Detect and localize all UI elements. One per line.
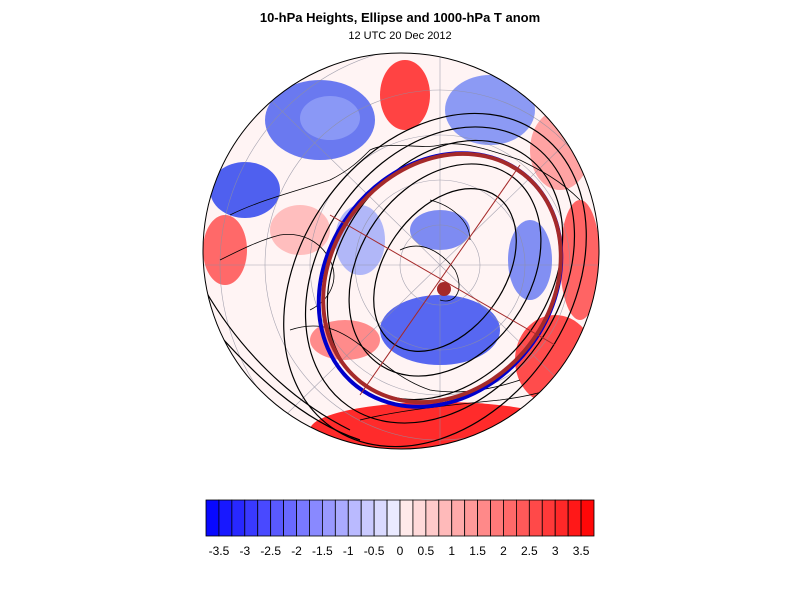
colorbar-box bbox=[205, 499, 220, 537]
colorbar-box bbox=[321, 499, 336, 537]
colorbar-box bbox=[438, 499, 453, 537]
colorbar-tick-label: -3 bbox=[239, 544, 250, 558]
colorbar-box bbox=[554, 499, 569, 537]
map-subtitle: 12 UTC 20 Dec 2012 bbox=[348, 30, 452, 42]
colorbar-box bbox=[567, 499, 582, 537]
colorbar-box bbox=[464, 499, 478, 537]
colorbar-tick-label: -2 bbox=[291, 544, 302, 558]
colorbar-box bbox=[451, 499, 466, 537]
warm-anomaly-west bbox=[203, 215, 247, 285]
colorbar-box bbox=[257, 499, 272, 537]
colorbar-tick-label: 2.5 bbox=[521, 544, 538, 558]
map-title: 10-hPa Heights, Ellipse and 1000-hPa T a… bbox=[259, 10, 541, 25]
colorbar-box bbox=[218, 499, 233, 537]
ellipse-center bbox=[437, 282, 451, 296]
colorbar-box bbox=[270, 499, 284, 537]
colorbar-box bbox=[334, 499, 349, 537]
colorbar-tick-label: 1.5 bbox=[469, 544, 486, 558]
colorbar-box bbox=[425, 499, 440, 537]
colorbar-tick-label: -1.5 bbox=[312, 544, 333, 558]
colorbar-box bbox=[347, 499, 362, 537]
colorbar-box bbox=[516, 499, 530, 537]
colorbar-box bbox=[244, 499, 259, 537]
ellipse-major-axis bbox=[359, 164, 521, 396]
ellipse-minor-axis bbox=[329, 214, 556, 346]
colorbar-box bbox=[360, 499, 375, 537]
colorbar-box bbox=[373, 499, 388, 537]
colorbar-box bbox=[386, 499, 401, 537]
colorbar-box bbox=[580, 499, 595, 537]
colorbar-tick-label: 0.5 bbox=[418, 544, 435, 558]
cold-anomaly-north-atlantic-core bbox=[300, 96, 360, 140]
colorbar-tick-label: 0 bbox=[397, 544, 404, 558]
colorbar-box bbox=[541, 499, 556, 537]
colorbar-box bbox=[490, 499, 504, 537]
graticule bbox=[203, 53, 599, 449]
colorbar-box bbox=[412, 499, 427, 537]
colorbar-box bbox=[528, 499, 543, 537]
colorbar-box bbox=[296, 499, 310, 537]
colorbar-tick-label: -0.5 bbox=[364, 544, 385, 558]
warm-anomaly-east-edge bbox=[560, 200, 599, 320]
colorbar-box bbox=[309, 499, 323, 537]
colorbar-tick-label: -2.5 bbox=[260, 544, 281, 558]
colorbar-boxes bbox=[205, 499, 595, 537]
colorbar-tick-label: 1 bbox=[448, 544, 455, 558]
warm-anomaly-north bbox=[380, 60, 430, 130]
colorbar-box bbox=[399, 499, 414, 537]
colorbar-tick-label: 3 bbox=[552, 544, 559, 558]
ellipse bbox=[321, 151, 563, 405]
colorbar-tick-label: -1 bbox=[343, 544, 354, 558]
colorbar-tick-label: -3.5 bbox=[209, 544, 230, 558]
colorbar-box bbox=[503, 499, 517, 537]
colorbar-tick-label: 3.5 bbox=[573, 544, 590, 558]
vortex-ellipse bbox=[316, 151, 564, 409]
colorbar-tick-label: 2 bbox=[500, 544, 507, 558]
colorbar-box bbox=[283, 499, 297, 537]
colorbar-box bbox=[477, 499, 491, 537]
cold-anomaly-west bbox=[210, 162, 280, 218]
colorbar-ticks: -3.5 -3 -2.5 -2 -1.5 -1 -0.5 0 0.5 1 1.5 2 2.5 3 3.5 bbox=[209, 544, 590, 558]
colorbar-box bbox=[231, 499, 246, 537]
globe-border bbox=[202, 52, 600, 450]
